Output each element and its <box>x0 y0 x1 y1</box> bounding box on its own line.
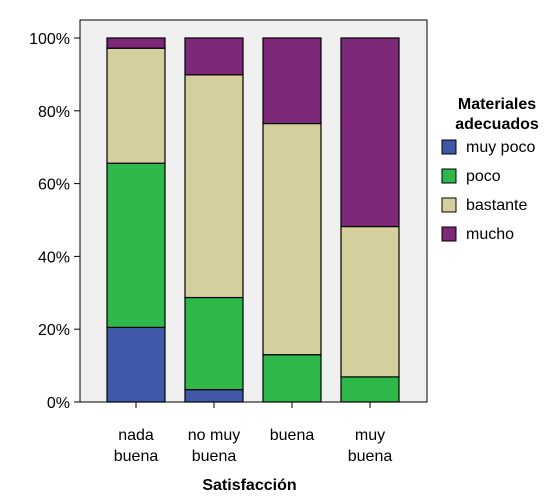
y-tick-label: 20% <box>38 322 70 339</box>
legend-title: Materiales adecuados <box>455 96 539 133</box>
legend-label-mucho: mucho <box>466 226 514 243</box>
bar-segment-mucho-no-muy-buena <box>184 37 244 76</box>
bar-segment-poco-buena <box>262 354 322 403</box>
x-axis-title: Satisfacción <box>202 477 296 494</box>
legend-swatch-mucho <box>441 226 457 242</box>
legend-label-muy-poco: muy poco <box>466 139 535 156</box>
x-tick-label: nada buena <box>114 427 159 465</box>
legend-label-poco: poco <box>466 168 501 185</box>
bar-segment-poco-muy-buena <box>340 376 400 403</box>
y-tick-label: 100% <box>29 31 70 48</box>
x-axis: nada buena no muy buena buena muy buena <box>80 401 427 465</box>
bar-segment-mucho-nada-buena <box>106 37 166 49</box>
bar-segment-muy-poco-nada-buena <box>106 326 166 403</box>
bar-segment-bastante-buena <box>262 122 322 356</box>
legend-swatch-bastante <box>441 197 457 213</box>
legend-swatch-poco <box>441 168 457 184</box>
legend-label-bastante: bastante <box>466 197 527 214</box>
y-tick-label: 60% <box>38 177 70 194</box>
legend-swatch-muy-poco <box>441 139 457 155</box>
x-tick-label: muy buena <box>348 427 393 465</box>
bar-segment-poco-no-muy-buena <box>184 296 244 391</box>
y-axis: 0% 20% 40% 60% 80% 100% <box>29 20 81 412</box>
legend: Materiales adecuados muy poco poco bastante m… <box>441 96 539 243</box>
bar-segment-mucho-buena <box>262 37 322 125</box>
x-tick-label: no muy buena <box>188 427 240 465</box>
y-tick-label: 0% <box>47 395 70 412</box>
y-tick-label: 40% <box>38 249 70 266</box>
bar-segment-bastante-no-muy-buena <box>184 74 244 299</box>
bar-segment-bastante-nada-buena <box>106 47 166 164</box>
bar-segment-muy-poco-no-muy-buena <box>184 389 244 403</box>
bar-segment-poco-nada-buena <box>106 162 166 328</box>
bar-segment-bastante-muy-buena <box>340 225 400 378</box>
x-tick-label: buena <box>270 427 315 444</box>
bar-segment-mucho-muy-buena <box>340 37 400 228</box>
bars-group <box>106 37 400 403</box>
y-tick-label: 80% <box>38 104 70 121</box>
